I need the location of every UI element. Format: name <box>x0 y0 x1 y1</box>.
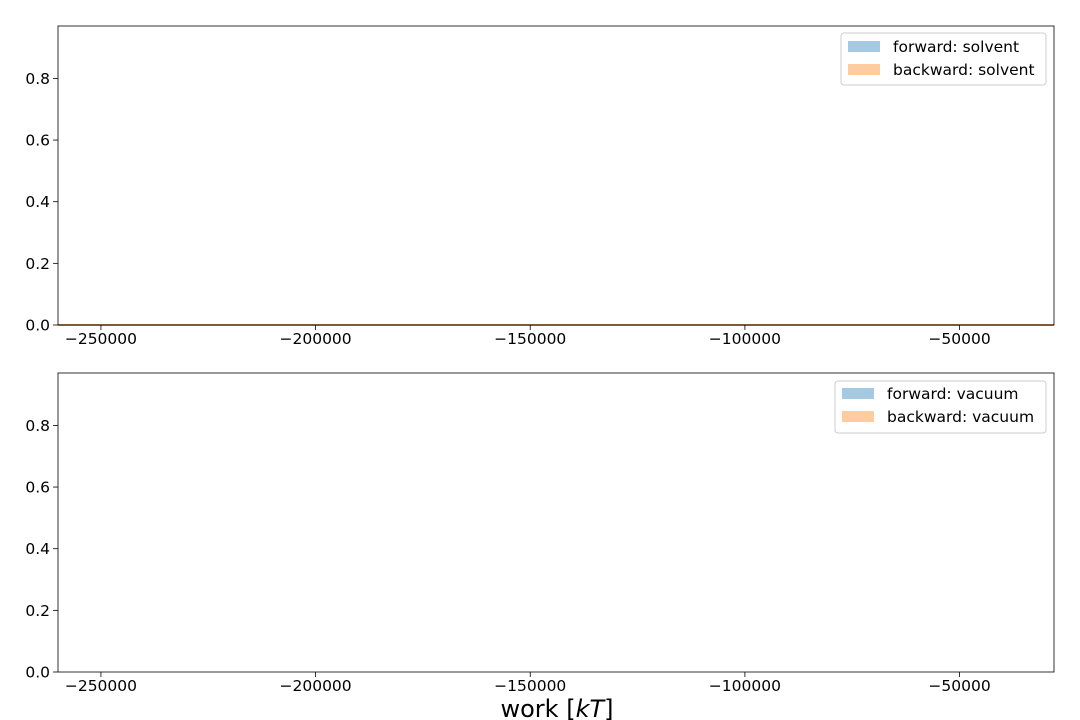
vacuum-histogram-panel: −250000 −200000 −150000 −100000 −50000 0.00.… <box>25 372 1055 720</box>
solvent-x-tick-label: −250000 <box>65 330 137 348</box>
vacuum-y-tick-label: 0.6 <box>25 479 50 497</box>
forward-vacuum-legend-label: forward: vacuum <box>887 385 1019 403</box>
solvent-x-tick-label: −50000 <box>928 330 990 348</box>
vacuum-x-tick-label: −250000 <box>65 677 137 695</box>
solvent-y-tick-label: 0.8 <box>25 70 50 88</box>
backward-solvent-legend-swatch <box>848 64 880 75</box>
vacuum-legend: forward: vacuum backward: vacuum <box>834 380 1047 434</box>
vacuum-x-tick-label: −50000 <box>928 677 990 695</box>
vacuum-y-axis: 0.0 0.2 0.4 0.6 0.8 <box>25 417 58 682</box>
solvent-legend-box <box>840 32 1047 86</box>
solvent-y-tick-label: 0.0 <box>25 317 50 335</box>
solvent-y-axis: 0.0 0.2 0.4 0.6 0.8 <box>25 70 58 335</box>
vacuum-x-tick-label: −150000 <box>494 677 566 695</box>
backward-vacuum-legend-label: backward: vacuum <box>887 408 1034 426</box>
vacuum-legend-box <box>834 380 1047 434</box>
vacuum-x-axis: −250000 −200000 −150000 −100000 −50000 <box>65 672 991 695</box>
forward-vacuum-legend-swatch <box>842 388 874 399</box>
solvent-y-tick-label: 0.6 <box>25 132 50 150</box>
solvent-x-tick-label: −100000 <box>709 330 781 348</box>
vacuum-y-tick-label: 0.0 <box>25 664 50 682</box>
vacuum-y-tick-label: 0.2 <box>25 602 50 620</box>
solvent-x-axis: −250000 −200000 −150000 −100000 −50000 <box>65 325 991 348</box>
solvent-y-tick-label: 0.4 <box>25 193 50 211</box>
vacuum-x-tick-label: −200000 <box>280 677 352 695</box>
solvent-y-tick-label: 0.2 <box>25 255 50 273</box>
solvent-x-tick-label: −200000 <box>280 330 352 348</box>
vacuum-plot-frame <box>57 372 1055 673</box>
solvent-histogram-panel: −250000 −200000 −150000 −100000 −50000 0.00.… <box>25 25 1055 348</box>
x-axis-label-prefix: work [ <box>500 695 575 720</box>
x-axis-label-suffix: ] <box>604 695 613 720</box>
forward-solvent-legend-label: forward: solvent <box>893 38 1019 56</box>
backward-solvent-legend-label: backward: solvent <box>893 61 1035 79</box>
backward-vacuum-legend-swatch <box>842 411 874 422</box>
vacuum-y-tick-label: 0.8 <box>25 417 50 435</box>
vacuum-x-tick-label: −100000 <box>709 677 781 695</box>
solvent-legend: forward: solvent backward: solvent <box>840 32 1047 86</box>
forward-solvent-legend-swatch <box>848 41 880 52</box>
vacuum-y-tick-label: 0.4 <box>25 540 50 558</box>
solvent-x-tick-label: −150000 <box>494 330 566 348</box>
x-axis-label-unit: kT <box>576 695 607 720</box>
solvent-plot-frame <box>57 25 1055 326</box>
x-axis-label: work [kT] <box>500 695 613 720</box>
